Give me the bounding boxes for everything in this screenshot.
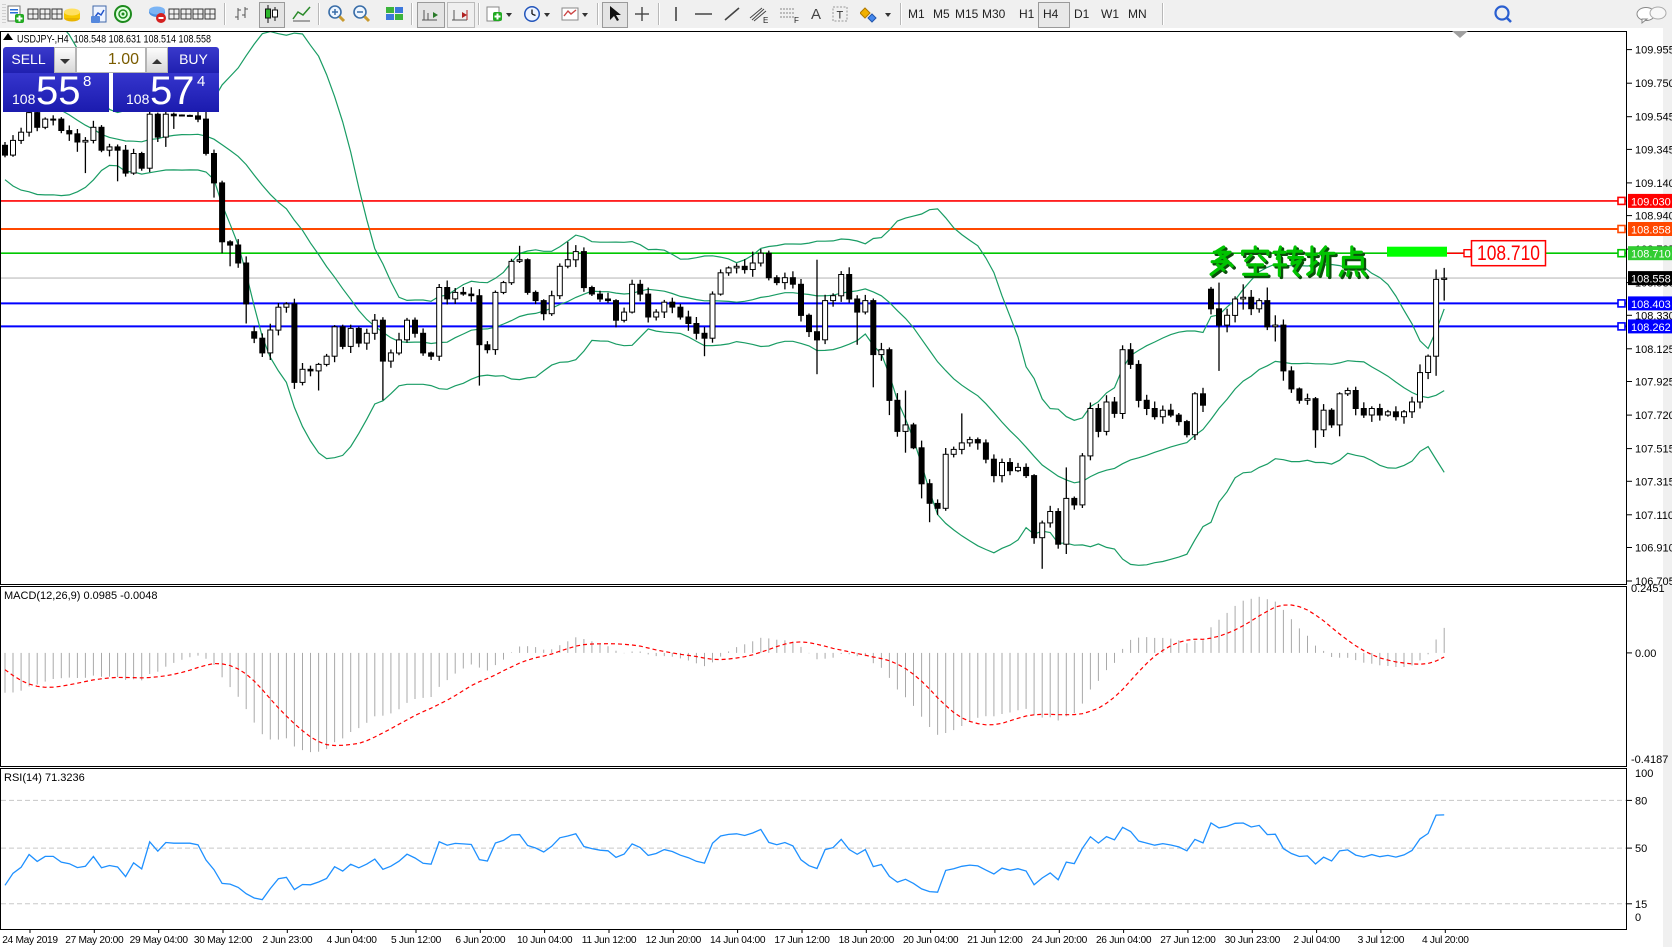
svg-text:4 Jun 04:00: 4 Jun 04:00 (327, 935, 378, 946)
svg-text:15: 15 (1635, 899, 1647, 911)
svg-text:0.2451: 0.2451 (1631, 583, 1665, 595)
svg-text:26 Jun 04:00: 26 Jun 04:00 (1096, 935, 1152, 946)
svg-text:T: T (837, 10, 844, 22)
svg-text:106.910: 106.910 (1635, 543, 1672, 555)
svg-text:21 Jun 12:00: 21 Jun 12:00 (967, 935, 1023, 946)
svg-text:24 Jun 20:00: 24 Jun 20:00 (1032, 935, 1088, 946)
svg-text:80: 80 (1635, 795, 1647, 807)
svg-text:12 Jun 20:00: 12 Jun 20:00 (646, 935, 702, 946)
svg-text:109.750: 109.750 (1635, 78, 1672, 90)
svg-text:108.940: 108.940 (1635, 211, 1672, 223)
svg-text:27 Jun 12:00: 27 Jun 12:00 (1160, 935, 1216, 946)
svg-text:6 Jun 20:00: 6 Jun 20:00 (455, 935, 506, 946)
svg-text:MACD(12,26,9) 0.0985 -0.0048: MACD(12,26,9) 0.0985 -0.0048 (4, 590, 157, 602)
svg-text:108.262: 108.262 (1631, 322, 1671, 334)
svg-text:14 Jun 04:00: 14 Jun 04:00 (710, 935, 766, 946)
svg-text:20 Jun 04:00: 20 Jun 04:00 (903, 935, 959, 946)
svg-text:109.030: 109.030 (1631, 196, 1671, 208)
svg-text:109.955: 109.955 (1635, 45, 1672, 57)
svg-text:108.403: 108.403 (1631, 299, 1671, 311)
svg-text:0: 0 (1635, 912, 1641, 924)
svg-text:30 May 12:00: 30 May 12:00 (194, 935, 253, 946)
svg-text:2 Jun 23:00: 2 Jun 23:00 (262, 935, 313, 946)
svg-text:108.330: 108.330 (1635, 310, 1672, 322)
svg-text:107.925: 107.925 (1635, 377, 1672, 389)
svg-text:106.705: 106.705 (1635, 576, 1672, 588)
svg-text:-0.4187: -0.4187 (1631, 754, 1668, 766)
svg-text:3 Jul 12:00: 3 Jul 12:00 (1358, 935, 1405, 946)
svg-text:109.345: 109.345 (1635, 144, 1672, 156)
svg-text:11 Jun 12:00: 11 Jun 12:00 (582, 935, 637, 946)
svg-text:2 Jul 04:00: 2 Jul 04:00 (1293, 935, 1340, 946)
svg-text:17 Jun 12:00: 17 Jun 12:00 (774, 935, 830, 946)
svg-text:0.00: 0.00 (1635, 648, 1656, 660)
svg-text:E: E (763, 16, 768, 25)
svg-text:4 Jul 20:00: 4 Jul 20:00 (1422, 935, 1469, 946)
svg-text:24 May 2019: 24 May 2019 (2, 935, 58, 946)
svg-text:107.720: 107.720 (1635, 410, 1672, 422)
svg-text:108.710: 108.710 (1477, 242, 1540, 265)
svg-text:109.140: 109.140 (1635, 178, 1672, 190)
svg-text:109.545: 109.545 (1635, 112, 1672, 124)
svg-text:107.315: 107.315 (1635, 476, 1672, 488)
svg-text:29 May 04:00: 29 May 04:00 (130, 935, 189, 946)
svg-text:108.710: 108.710 (1631, 249, 1671, 261)
svg-text:18 Jun 20:00: 18 Jun 20:00 (839, 935, 895, 946)
svg-text:5 Jun 12:00: 5 Jun 12:00 (391, 935, 442, 946)
svg-text:50: 50 (1635, 843, 1647, 855)
svg-text:RSI(14) 71.3236: RSI(14) 71.3236 (4, 772, 85, 784)
svg-text:F: F (794, 16, 799, 25)
svg-text:108.558: 108.558 (1631, 274, 1671, 286)
svg-text:USDJPY-,H4 108.548 108.631 10: USDJPY-,H4 108.548 108.631 108.514 108.5… (17, 34, 211, 46)
svg-text:27 May 20:00: 27 May 20:00 (65, 935, 124, 946)
svg-text:108.125: 108.125 (1635, 344, 1672, 356)
svg-text:10 Jun 04:00: 10 Jun 04:00 (517, 935, 573, 946)
svg-text:107.515: 107.515 (1635, 444, 1672, 456)
svg-text:100: 100 (1635, 768, 1653, 780)
svg-text:30 Jun 23:00: 30 Jun 23:00 (1225, 935, 1281, 946)
svg-text:107.110: 107.110 (1635, 510, 1672, 522)
svg-text:108.858: 108.858 (1631, 225, 1671, 237)
